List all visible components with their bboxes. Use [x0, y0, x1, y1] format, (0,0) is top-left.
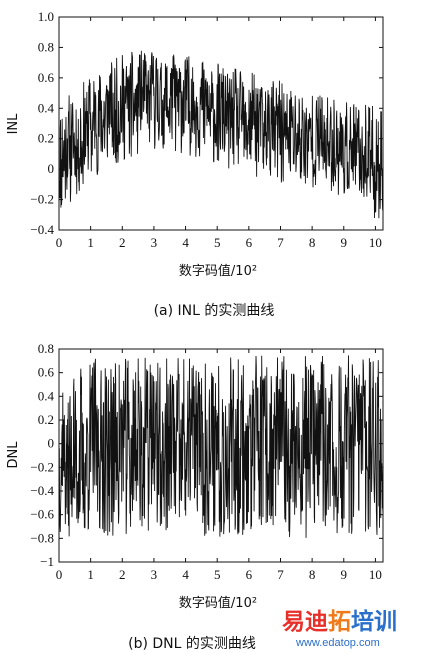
watermark-char: 易 — [282, 609, 305, 635]
y-tick-label: 0.8 — [38, 39, 54, 54]
watermark-char: 训 — [374, 609, 397, 635]
inl-x-ticks: 0 1 2 3 4 5 6 7 8 9 10 — [56, 17, 382, 250]
x-tick-label: 6 — [246, 567, 253, 582]
dnl-plot-area — [58, 348, 384, 563]
edatop-watermark: 易迪拓培训 www.edatop.com — [282, 608, 397, 649]
x-tick-label: 10 — [369, 567, 382, 582]
x-tick-label: 4 — [182, 235, 189, 250]
y-tick-label: 0.2 — [38, 131, 54, 146]
y-tick-label: −0.2 — [30, 192, 54, 207]
dnl-caption: (b) DNL 的实测曲线 — [128, 636, 256, 652]
dnl-x-axis-label: 数字码值/10² — [179, 595, 257, 611]
inl-x-axis-label: 数字码值/10² — [179, 263, 257, 279]
x-tick-label: 4 — [182, 567, 189, 582]
x-tick-label: 2 — [119, 567, 126, 582]
y-tick-label: 0.6 — [38, 365, 55, 380]
x-tick-label: 5 — [214, 567, 221, 582]
dnl-y-axis-label: DNL — [6, 441, 21, 469]
series-trace — [58, 50, 384, 219]
dnl-chart: −1 −0.8 −0.6 −0.4 −0.2 0 0.2 0.4 0.6 0.8 0 1 2 3 4 5 6 7… — [6, 341, 384, 652]
y-tick-label: 0 — [48, 436, 55, 451]
x-tick-label: 6 — [246, 235, 253, 250]
inl-caption: (a) INL 的实测曲线 — [154, 303, 275, 319]
x-tick-label: 3 — [151, 567, 158, 582]
y-tick-label: 1.0 — [38, 9, 54, 24]
x-tick-label: 1 — [87, 235, 94, 250]
x-tick-label: 0 — [56, 235, 63, 250]
y-tick-label: 0.4 — [38, 388, 55, 403]
y-tick-label: −0.6 — [30, 507, 54, 522]
y-tick-label: 0.6 — [38, 70, 55, 85]
x-tick-label: 7 — [277, 235, 284, 250]
y-tick-label: 0.2 — [38, 412, 54, 427]
series-trace — [58, 355, 384, 538]
x-tick-label: 2 — [119, 235, 126, 250]
y-tick-label: 0.8 — [38, 341, 54, 356]
watermark-char: 迪 — [305, 609, 328, 635]
x-tick-label: 7 — [277, 567, 284, 582]
y-tick-label: −0.2 — [30, 459, 54, 474]
x-tick-label: 9 — [341, 235, 348, 250]
inl-plot-area — [58, 16, 384, 231]
dnl-x-ticks: 0 1 2 3 4 5 6 7 8 9 10 — [56, 349, 382, 582]
y-tick-label: −0.8 — [30, 530, 54, 545]
dnl-y-ticks: −1 −0.8 −0.6 −0.4 −0.2 0 0.2 0.4 0.6 0.8 — [30, 341, 383, 569]
x-tick-label: 8 — [309, 567, 316, 582]
x-tick-label: 3 — [151, 235, 158, 250]
x-tick-label: 0 — [56, 567, 63, 582]
y-tick-label: −0.4 — [30, 222, 54, 237]
y-tick-label: −0.4 — [30, 483, 54, 498]
x-tick-label: 5 — [214, 235, 221, 250]
plot-frame — [58, 16, 384, 231]
watermark-char: 拓 — [328, 609, 351, 635]
x-tick-label: 10 — [369, 235, 382, 250]
y-tick-label: −1 — [40, 554, 54, 569]
inl-y-axis-label: INL — [6, 113, 21, 135]
inl-chart: −0.4 −0.2 0 0.2 0.4 0.6 0.8 1.0 0 1 2 3 4 5 6 7 8 9 10 IN… — [6, 9, 384, 319]
y-tick-label: 0.4 — [38, 100, 55, 115]
x-tick-label: 1 — [87, 567, 94, 582]
plot-frame — [58, 348, 384, 563]
x-tick-label: 9 — [341, 567, 348, 582]
watermark-char: 培 — [351, 608, 374, 635]
x-tick-label: 8 — [309, 235, 316, 250]
watermark-brand: 易迪拓培训 — [282, 608, 397, 635]
watermark-url: www.edatop.com — [295, 637, 380, 649]
y-tick-label: 0 — [48, 161, 55, 176]
inl-y-ticks: −0.4 −0.2 0 0.2 0.4 0.6 0.8 1.0 — [30, 9, 383, 237]
